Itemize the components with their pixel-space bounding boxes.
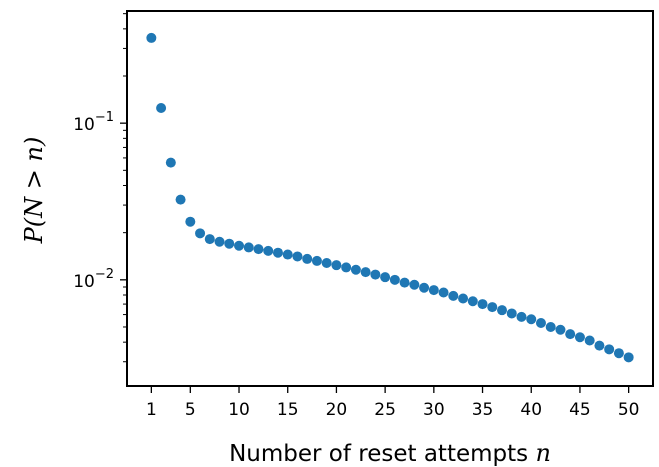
data-point: [613, 348, 624, 359]
data-point: [409, 279, 420, 290]
x-axis-label: Number of reset attempts n: [229, 439, 551, 467]
data-point: [360, 267, 371, 278]
data-point: [565, 329, 576, 340]
x-tick-label: 50: [618, 400, 640, 420]
data-point: [487, 302, 498, 313]
plot-frame: [126, 10, 654, 387]
data-point: [574, 332, 585, 343]
data-point: [526, 314, 537, 325]
data-point: [399, 277, 410, 288]
x-tick-label: 35: [472, 400, 494, 420]
data-point: [419, 282, 430, 293]
x-tick-label: 45: [569, 400, 591, 420]
data-point: [555, 324, 566, 335]
data-point: [292, 251, 303, 262]
data-point: [545, 321, 556, 332]
data-point: [214, 236, 225, 247]
data-point: [448, 290, 459, 301]
data-point: [302, 253, 313, 264]
data-point: [584, 335, 595, 346]
x-tick-label: 40: [520, 400, 542, 420]
x-tick-label: 10: [228, 400, 250, 420]
data-point: [321, 258, 332, 269]
data-point: [146, 32, 157, 43]
y-tick-label: 10−1: [73, 110, 114, 135]
data-point: [370, 269, 381, 280]
data-point: [331, 260, 342, 271]
data-point: [535, 318, 546, 329]
data-point: [428, 285, 439, 296]
x-axis-label-text: Number of reset attempts: [229, 441, 528, 467]
y-axis-label: P(N > n): [20, 137, 48, 245]
x-axis-label-variable: n: [535, 439, 550, 467]
data-point: [389, 274, 400, 285]
data-point: [516, 311, 527, 322]
data-point: [243, 242, 254, 253]
data-point: [438, 287, 449, 298]
data-point: [506, 308, 517, 319]
data-point: [156, 102, 167, 113]
data-point: [341, 262, 352, 273]
x-tick-label: 5: [185, 400, 196, 420]
data-point: [204, 234, 215, 245]
y-axis-ticks: 10−1 10−2: [73, 110, 127, 292]
y-tick-label: 10−2: [73, 267, 114, 292]
data-point: [272, 247, 283, 258]
data-point: [253, 244, 264, 255]
data-point: [224, 238, 235, 249]
data-point: [623, 352, 634, 363]
data-point: [458, 293, 469, 304]
data-point: [594, 340, 605, 351]
data-point: [350, 264, 361, 275]
x-tick-label: 15: [277, 400, 299, 420]
x-tick-label: 1: [146, 400, 157, 420]
data-point: [195, 228, 206, 239]
x-axis-ticks: 1 5 10 15 20 25 30 35 40 45 50: [146, 386, 640, 420]
data-point: [604, 344, 615, 355]
data-point: [282, 249, 293, 260]
x-tick-label: 20: [326, 400, 348, 420]
data-point: [467, 296, 478, 307]
data-point: [234, 240, 245, 251]
data-point: [311, 255, 322, 266]
x-tick-label: 25: [374, 400, 396, 420]
data-point: [175, 194, 186, 205]
data-point: [165, 157, 176, 168]
data-point: [477, 299, 488, 310]
data-points: [146, 32, 634, 363]
data-point: [263, 245, 274, 256]
data-point: [497, 305, 508, 316]
x-tick-label: 30: [423, 400, 445, 420]
data-point: [185, 216, 196, 227]
data-point: [380, 272, 391, 283]
